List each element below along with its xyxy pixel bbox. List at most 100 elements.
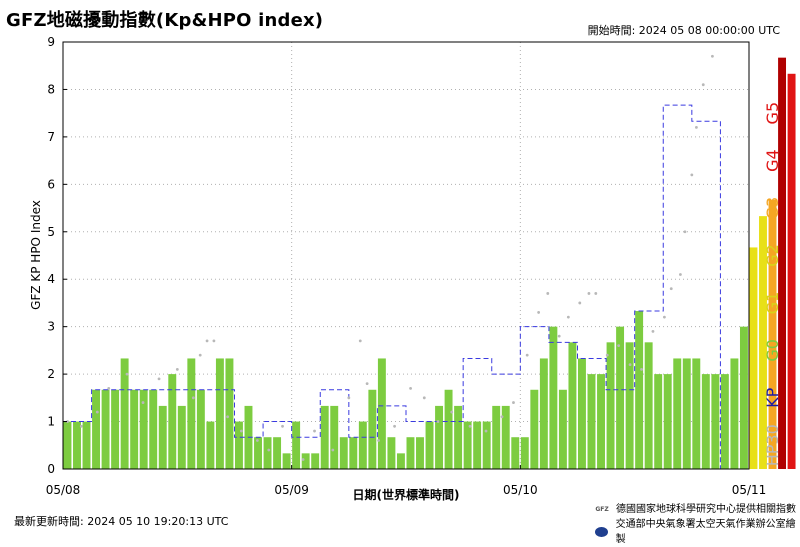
hp30-point <box>683 230 687 234</box>
hpo-bar <box>654 374 663 469</box>
hp30-point <box>212 339 216 343</box>
hp30-point <box>125 372 129 376</box>
plot-frame <box>62 41 750 470</box>
hpo-bar <box>749 247 758 469</box>
hp30-point <box>226 415 230 419</box>
hpo-bar <box>92 389 101 469</box>
hpo-bar <box>406 437 415 469</box>
hpo-bar <box>463 421 472 469</box>
hp30-point <box>628 363 632 367</box>
hp30-point <box>690 173 694 177</box>
hpo-bar <box>254 437 262 469</box>
hpo-bar <box>473 421 482 469</box>
hpo-bar <box>501 405 510 469</box>
credit-line-1: 德國國家地球科學研究中心提供相關指數 <box>616 504 796 515</box>
hpo-bar <box>778 57 787 469</box>
page-title: GFZ地磁擾動指數(Kp&HPO index) <box>6 10 324 31</box>
hpo-bar <box>673 358 682 469</box>
hpo-bar <box>177 405 186 469</box>
hpo-bar <box>549 326 558 469</box>
hp30-point <box>450 410 454 414</box>
hpo-bar <box>225 358 234 469</box>
hp30-point <box>662 315 666 319</box>
right-axis-label: HP30 <box>763 424 782 466</box>
y-axis-label: GFZ KP HPO Index <box>29 200 43 310</box>
hp30-point <box>409 386 412 390</box>
gfz-logo: GFZ <box>595 506 609 513</box>
y-tick-label: 3 <box>47 320 55 334</box>
hpo-bar <box>720 374 729 469</box>
hpo-bar <box>492 405 501 469</box>
hp30-point <box>587 292 591 295</box>
hpo-bar <box>730 358 739 469</box>
kp-step-line <box>63 104 721 469</box>
right-axis-label: G3 <box>763 197 782 220</box>
hpo-bar <box>320 405 329 469</box>
hp30-point <box>566 315 570 319</box>
right-axis-label: G0 <box>763 339 782 362</box>
hpo-bar <box>196 389 205 469</box>
hp30-point <box>711 54 714 58</box>
hpo-bar <box>625 342 634 469</box>
x-tick-label: 05/11 <box>732 483 767 497</box>
hpo-bar <box>387 437 396 469</box>
hpo-bar <box>787 73 796 469</box>
hp30-point <box>281 424 284 428</box>
hp30-points <box>66 54 714 461</box>
hp30-point <box>267 448 271 452</box>
hp30-point <box>484 429 488 433</box>
hpo-bar <box>168 374 177 469</box>
hp30-point <box>239 429 243 433</box>
hpo-bar <box>158 405 167 469</box>
x-axis-ticks: 05/08 05/09 05/10 05/11 <box>46 465 767 497</box>
right-axis-label: G1 <box>763 292 782 315</box>
hp30-point <box>468 424 472 428</box>
hpo-bar <box>311 453 320 469</box>
hp30-point <box>578 301 582 305</box>
cwa-logo-icon <box>595 527 608 537</box>
hpo-bar <box>682 358 691 469</box>
hpo-bar <box>558 389 567 469</box>
hp30-point <box>175 367 179 371</box>
y-tick-label: 9 <box>47 35 55 49</box>
credits: GFZ 德國國家地球科學研究中心提供相關指數 交通部中央氣象署太空天氣作業辦公室… <box>592 502 800 547</box>
hpo-bar <box>425 421 434 469</box>
hpo-bar <box>101 389 110 469</box>
hpo-bar <box>282 453 291 469</box>
hpo-bar <box>692 358 701 469</box>
hpo-bar <box>739 326 748 469</box>
hpo-bar <box>215 358 224 469</box>
hp30-point <box>157 377 161 381</box>
hp30-point <box>205 339 209 343</box>
hp30-point <box>500 415 504 419</box>
hpo-bar <box>587 374 596 469</box>
hpo-bar <box>711 374 720 469</box>
hpo-bar <box>616 326 625 469</box>
hpo-bar <box>63 421 72 469</box>
hpo-bar <box>578 358 586 469</box>
hp30-point <box>512 401 515 404</box>
hp30-point <box>436 420 440 423</box>
hpo-bar <box>454 405 463 469</box>
hp30-point <box>651 330 655 333</box>
hpo-bar <box>663 374 672 469</box>
hp30-point <box>301 458 305 461</box>
start-time: 開始時間: 2024 05 08 00:00:00 UTC <box>587 24 780 37</box>
hp30-point <box>107 386 111 390</box>
hpo-bar <box>768 199 777 470</box>
hp30-point <box>313 429 316 433</box>
hpo-bar <box>416 437 424 469</box>
hpo-bars <box>63 57 796 470</box>
right-axis-label: G2 <box>763 244 782 267</box>
y-axis-ticks: 0 1 2 3 4 5 6 7 8 9 <box>47 35 67 476</box>
hp30-point <box>141 401 145 404</box>
y-tick-label: 1 <box>47 415 55 429</box>
hpo-bar <box>339 437 348 469</box>
y-tick-label: 0 <box>47 462 55 476</box>
hp30-point <box>331 448 335 452</box>
hpo-bar <box>635 311 644 469</box>
credit-cwa: 交通部中央氣象署太空天氣作業辦公室繪製 <box>592 517 800 547</box>
hpo-bar <box>139 389 148 469</box>
hpo-bar <box>511 437 520 469</box>
hpo-bar <box>235 421 243 469</box>
